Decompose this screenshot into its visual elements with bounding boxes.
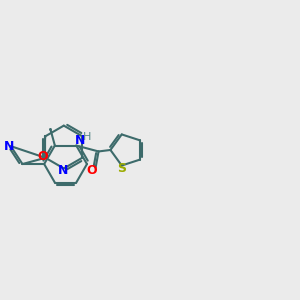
Text: N: N [58,164,68,177]
Text: N: N [4,140,14,153]
Text: O: O [87,164,97,177]
Text: H: H [82,132,91,142]
Text: O: O [38,150,48,164]
Text: S: S [117,162,126,175]
Text: N: N [75,134,85,147]
